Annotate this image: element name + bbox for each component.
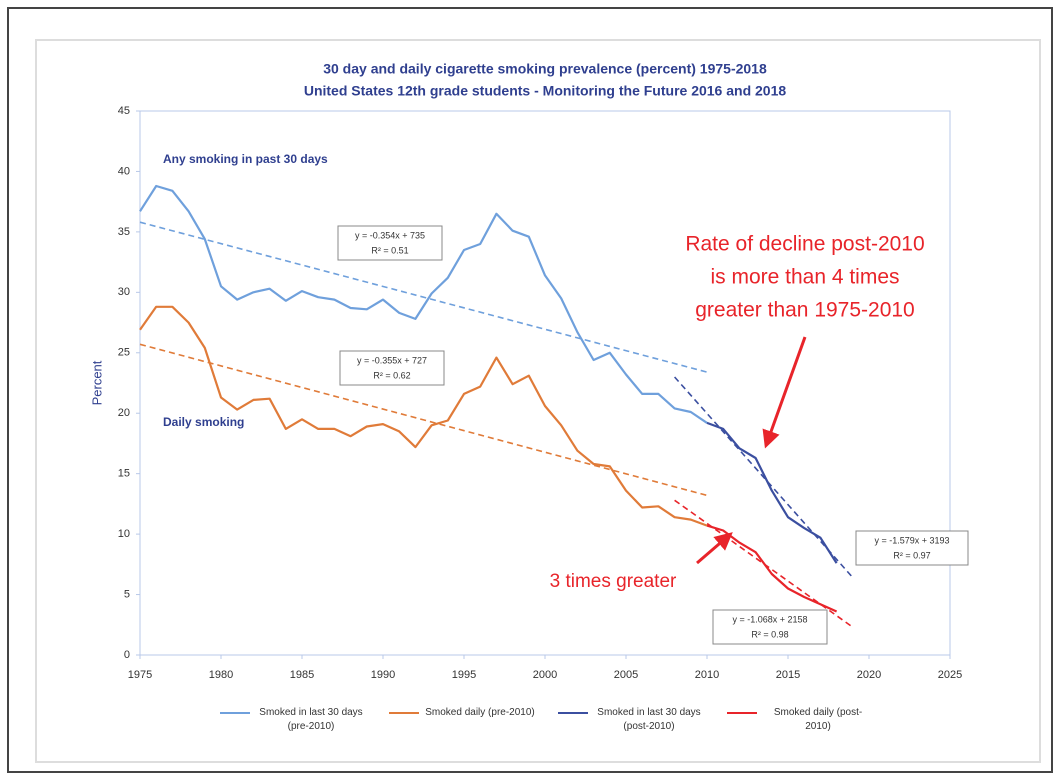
equation-box xyxy=(337,225,443,261)
equation: y = -1.068x + 2158 xyxy=(732,614,807,624)
x-tick-label: 2025 xyxy=(938,669,962,681)
plot-area xyxy=(139,110,951,656)
legend-item: Smoked in last 30 days (pre-2010) xyxy=(220,706,367,734)
legend-swatch xyxy=(558,712,588,714)
frame xyxy=(7,7,1053,773)
x-tick-label: 1990 xyxy=(371,669,395,681)
legend-label: Smoked daily (pre-2010) xyxy=(425,707,535,718)
x-tick-label: 1995 xyxy=(452,669,476,681)
marks xyxy=(139,184,854,628)
series-line xyxy=(139,184,708,424)
x-tick-label: 2010 xyxy=(695,669,719,681)
panel xyxy=(35,39,1041,763)
annotation: greater than 1975-2010 xyxy=(695,299,915,322)
y-tick-label: 5 xyxy=(124,588,130,600)
equation: y = -0.354x + 735 xyxy=(355,230,425,240)
y-tick-label: 35 xyxy=(118,226,130,238)
x-tick-label: 2015 xyxy=(776,669,800,681)
legend-swatch xyxy=(220,712,250,714)
legend-item: Smoked daily (post-2010) xyxy=(727,706,874,734)
chart-subtitle: United States 12th grade students - Moni… xyxy=(304,83,787,99)
r-squared: R² = 0.62 xyxy=(373,370,410,380)
y-tick-label: 20 xyxy=(118,407,130,419)
x-tick-label: 1980 xyxy=(209,669,233,681)
legend-label: Smoked in last 30 days (pre-2010) xyxy=(259,707,363,732)
series-line xyxy=(706,421,838,564)
arrow xyxy=(696,532,733,565)
y-tick-label: 40 xyxy=(118,165,130,177)
y-tick-label: 25 xyxy=(118,347,130,359)
legend-swatch xyxy=(727,712,757,714)
annotation: Any smoking in past 30 days xyxy=(163,152,328,166)
y-tick-label: 15 xyxy=(118,468,130,480)
y-tick-label: 45 xyxy=(118,105,130,117)
series-line xyxy=(706,524,838,613)
annotation: Daily smoking xyxy=(163,415,244,429)
trendline xyxy=(139,343,708,497)
y-axis-label: Percent xyxy=(89,360,104,405)
y-tick-label: 30 xyxy=(118,286,130,298)
equation-box xyxy=(855,530,969,566)
x-tick-label: 1985 xyxy=(290,669,314,681)
equation: y = -0.355x + 727 xyxy=(357,355,427,365)
x-tick-label: 2000 xyxy=(533,669,557,681)
equation: y = -1.579x + 3193 xyxy=(874,535,949,545)
annotation: Rate of decline post-2010 xyxy=(685,233,924,256)
x-tick-label: 1975 xyxy=(128,669,152,681)
x-tick-label: 2020 xyxy=(857,669,881,681)
y-tick-label: 10 xyxy=(118,528,130,540)
x-tick-label: 2005 xyxy=(614,669,638,681)
y-tick-label: 0 xyxy=(124,649,130,661)
legend-swatch xyxy=(389,712,419,714)
equation-box xyxy=(712,609,828,645)
series-line xyxy=(139,305,708,527)
r-squared: R² = 0.98 xyxy=(751,629,788,639)
annotation: 3 times greater xyxy=(550,571,677,592)
legend-label: Smoked in last 30 days (post-2010) xyxy=(597,707,701,732)
equation-box xyxy=(339,350,445,386)
chart-title: 30 day and daily cigarette smoking preva… xyxy=(323,61,767,77)
legend: Smoked in last 30 days (pre-2010) Smoked … xyxy=(220,706,874,734)
annotation: is more than 4 times xyxy=(710,266,899,289)
arrow xyxy=(762,336,807,449)
legend-label: Smoked daily (post-2010) xyxy=(773,707,863,732)
r-squared: R² = 0.97 xyxy=(893,550,930,560)
trendline xyxy=(674,376,854,579)
legend-item: Smoked in last 30 days (post-2010) xyxy=(558,706,705,734)
trendline xyxy=(139,221,708,373)
r-squared: R² = 0.51 xyxy=(371,245,408,255)
legend-item: Smoked daily (pre-2010) xyxy=(389,706,536,734)
